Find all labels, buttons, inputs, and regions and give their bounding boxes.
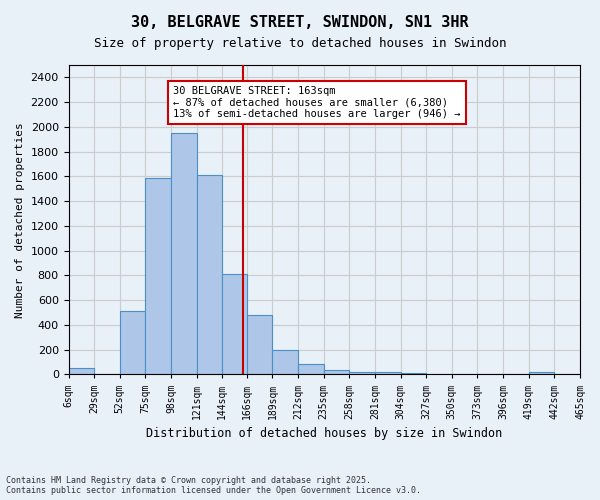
Bar — [529, 372, 554, 374]
Y-axis label: Number of detached properties: Number of detached properties — [15, 122, 25, 318]
Bar — [197, 175, 223, 374]
Bar — [223, 274, 247, 374]
Bar — [68, 368, 94, 374]
Bar — [298, 364, 324, 374]
Bar — [247, 315, 272, 374]
Bar — [401, 372, 426, 374]
Text: 30, BELGRAVE STREET, SWINDON, SN1 3HR: 30, BELGRAVE STREET, SWINDON, SN1 3HR — [131, 15, 469, 30]
Bar — [171, 133, 197, 374]
Bar — [349, 372, 375, 374]
Text: Size of property relative to detached houses in Swindon: Size of property relative to detached ho… — [94, 38, 506, 51]
Text: 30 BELGRAVE STREET: 163sqm
← 87% of detached houses are smaller (6,380)
13% of s: 30 BELGRAVE STREET: 163sqm ← 87% of deta… — [173, 86, 461, 119]
Bar — [375, 372, 401, 374]
Bar — [272, 350, 298, 374]
X-axis label: Distribution of detached houses by size in Swindon: Distribution of detached houses by size … — [146, 427, 502, 440]
Bar — [324, 370, 349, 374]
Bar — [145, 178, 171, 374]
Text: Contains HM Land Registry data © Crown copyright and database right 2025.
Contai: Contains HM Land Registry data © Crown c… — [6, 476, 421, 495]
Bar — [120, 312, 145, 374]
